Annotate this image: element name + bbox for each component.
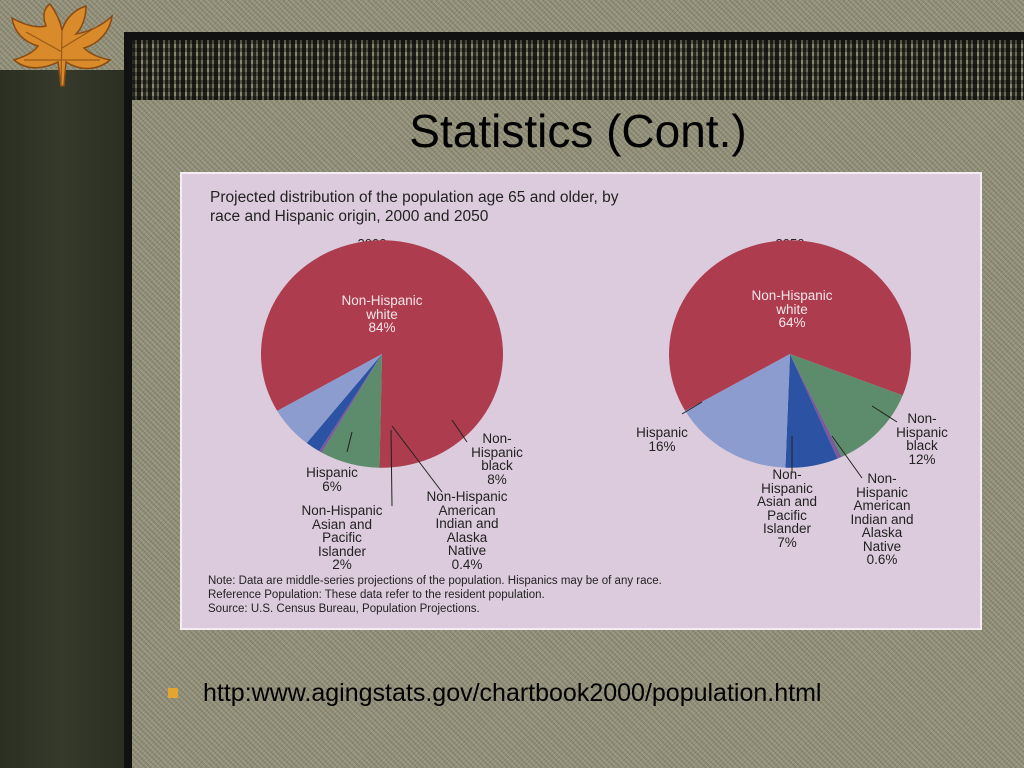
label-line: 2% <box>332 557 352 572</box>
label-line: American <box>853 498 911 513</box>
label-line: Asian and <box>311 516 373 532</box>
note-line-2: Reference Population: These data refer t… <box>208 589 545 601</box>
pie-2050-label-black: Non- Hispanic black 12% <box>872 412 972 466</box>
label-line: Hispanic <box>471 444 523 460</box>
label-line: Non-Hispanic <box>341 293 423 308</box>
label-line: Non- <box>772 467 802 482</box>
left-decor-bar <box>0 70 124 768</box>
label-line: 8% <box>487 471 507 487</box>
pie-2000-slice-api <box>306 354 382 452</box>
pie-2050-slice-api <box>785 354 838 468</box>
label-line: 12% <box>908 451 936 467</box>
pie-2000-label-api: Non-Hispanic Asian and Pacific Islander 2% <box>277 504 407 572</box>
label-line: Pacific <box>767 507 807 523</box>
figure-heading-line-1: Projected distribution of the population… <box>210 189 619 206</box>
pie-2050-label-aian: Non- Hispanic American Indian and Alaska Nati… <box>827 472 937 567</box>
pie-2050-slice-white <box>669 240 911 411</box>
label-line: black <box>906 438 938 453</box>
autumn-leaf-icon <box>11 2 114 87</box>
slide-title: Statistics (Cont.) <box>409 105 747 157</box>
label-line: 84% <box>368 320 396 335</box>
pie-2000-slice-hispanic <box>277 354 382 444</box>
pie-2050-slice-black <box>790 354 903 457</box>
label-line: 6% <box>322 478 342 494</box>
label-line: Asian and <box>756 494 818 509</box>
label-line: Hispanic <box>306 465 358 480</box>
frame-top <box>124 32 1024 40</box>
label-line: 16% <box>648 438 676 454</box>
pie-2000-leader-hispanic <box>346 431 353 453</box>
label-line: 64% <box>778 315 806 330</box>
figure-heading-line-2: race and Hispanic origin, 2000 and 2050 <box>210 208 489 225</box>
pie-2000-label-black: Non- Hispanic black 8% <box>447 432 547 486</box>
title-texture-band <box>132 40 1024 100</box>
label-line: Alaska <box>861 525 903 540</box>
label-line: Indian and <box>435 516 499 531</box>
source-link[interactable]: http:www.agingstats.gov/chartbook2000/po… <box>203 679 822 707</box>
label-line: Alaska <box>446 529 488 545</box>
label-line: Islander <box>317 543 367 559</box>
pie-2050-leader-black <box>871 405 898 423</box>
pie-charts-svg <box>261 240 911 507</box>
pie-2050-slice-aian <box>790 354 842 459</box>
pie-2050-label-white: Non-Hispanic white 64% <box>712 289 872 330</box>
pie-2050-slice-hispanic <box>685 354 790 468</box>
figure-notes: Note: Data are middle-series projections… <box>208 574 948 616</box>
bullet-icon <box>168 688 178 698</box>
pie-2000-slice-black <box>321 354 382 468</box>
label-line: 0.4% <box>451 556 483 572</box>
label-line: black <box>481 458 513 473</box>
label-line: Hispanic <box>896 424 948 440</box>
label-line: white <box>776 301 808 317</box>
pie-2000-label-white: Non-Hispanic white 84% <box>302 294 462 335</box>
pie-2000-leader-api <box>390 429 393 507</box>
label-line: Non- <box>482 431 512 446</box>
label-line: Hispanic <box>761 480 813 496</box>
frame-left <box>124 32 132 768</box>
label-line: Non-Hispanic <box>301 503 383 518</box>
pie-2000-label-hispanic: Hispanic 6% <box>282 466 382 493</box>
pie-2000-leader-aian <box>391 425 443 493</box>
pie-2000-label-aian: Non-Hispanic American Indian and Alaska Nati… <box>402 490 532 571</box>
label-line: Non-Hispanic <box>751 288 833 303</box>
label-line: Indian and <box>850 511 914 527</box>
label-line: Non- <box>907 411 937 426</box>
note-line-1: Note: Data are middle-series projections… <box>208 575 662 587</box>
pie-2000-leader-black <box>451 419 468 443</box>
note-line-3: Source: U.S. Census Bureau, Population P… <box>208 603 480 615</box>
chart-figure: Projected distribution of the population… <box>180 172 982 630</box>
pie-2050-leader-aian <box>831 435 863 479</box>
label-line: Hispanic <box>856 484 908 500</box>
label-line: 7% <box>777 534 797 550</box>
pie-2050-label-api: Non- Hispanic Asian and Pacific Islander 7% <box>732 468 842 549</box>
pie-2050-leader-hispanic <box>681 401 703 415</box>
label-line: Islander <box>762 521 812 536</box>
label-line: American <box>438 502 496 518</box>
figure-heading: Projected distribution of the population… <box>210 188 810 226</box>
label-line: white <box>366 306 398 322</box>
label-line: Hispanic <box>636 425 688 440</box>
label-line: 0.6% <box>866 552 898 567</box>
pie-2050-label-hispanic: Hispanic 16% <box>612 426 712 453</box>
label-line: Native <box>862 538 902 554</box>
pie-2000-slice-aian <box>319 354 382 453</box>
label-line: Non- <box>867 471 897 486</box>
label-line: Non-Hispanic <box>426 489 508 504</box>
label-line: Pacific <box>322 530 362 545</box>
label-line: Native <box>447 543 487 558</box>
